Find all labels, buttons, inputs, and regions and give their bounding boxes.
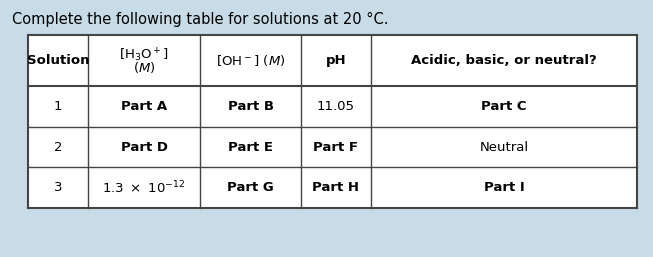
Text: Part G: Part G	[227, 181, 274, 194]
Text: Complete the following table for solutions at 20 °C.: Complete the following table for solutio…	[12, 12, 389, 27]
Text: Solution: Solution	[27, 54, 89, 67]
Text: Part B: Part B	[228, 100, 274, 113]
Text: Part H: Part H	[312, 181, 359, 194]
Text: $(M)$: $(M)$	[133, 60, 155, 75]
Text: Part C: Part C	[481, 100, 527, 113]
Text: Part F: Part F	[313, 141, 358, 153]
Bar	[28, 35, 637, 208]
Text: Acidic, basic, or neutral?: Acidic, basic, or neutral?	[411, 54, 597, 67]
Text: Neutral: Neutral	[479, 141, 528, 153]
Text: $[\mathrm{OH^-}]\ (M)$: $[\mathrm{OH^-}]\ (M)$	[216, 53, 285, 68]
Text: Part I: Part I	[484, 181, 524, 194]
Text: 1: 1	[54, 100, 62, 113]
Text: 2: 2	[54, 141, 62, 153]
Text: Part E: Part E	[228, 141, 273, 153]
Text: $[\mathrm{H_3O^+}]$: $[\mathrm{H_3O^+}]$	[119, 47, 169, 64]
Text: Part D: Part D	[121, 141, 168, 153]
Text: 11.05: 11.05	[317, 100, 355, 113]
Text: pH: pH	[326, 54, 346, 67]
Text: 3: 3	[54, 181, 62, 194]
Text: Part A: Part A	[121, 100, 167, 113]
Text: $1.3\ \times\ 10^{-12}$: $1.3\ \times\ 10^{-12}$	[103, 179, 185, 196]
